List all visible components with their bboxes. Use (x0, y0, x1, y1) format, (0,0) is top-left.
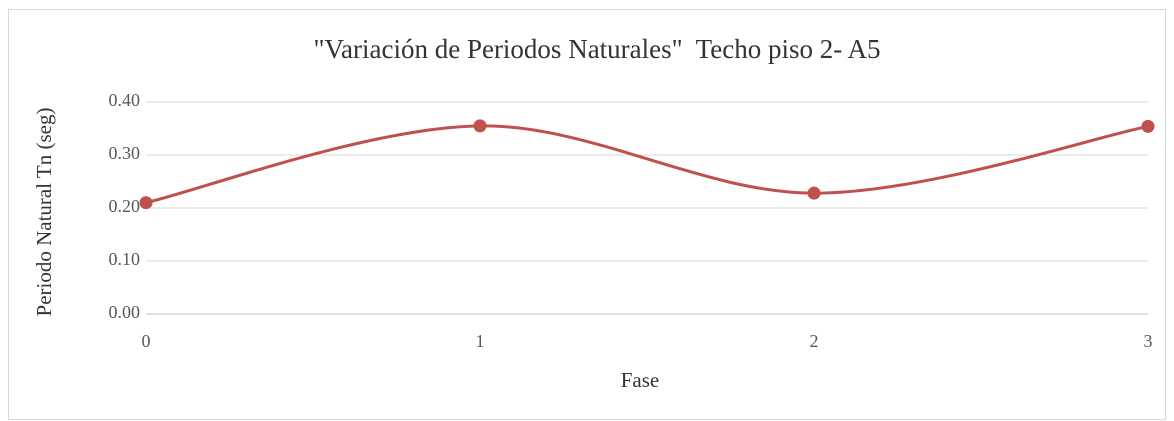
y-tick-label: 0.10 (109, 249, 141, 269)
y-tick-label: 0.40 (109, 90, 141, 110)
x-axis-title: Fase (621, 368, 660, 392)
data-point (807, 186, 821, 200)
chart-border (8, 9, 1166, 420)
data-point (139, 196, 153, 210)
y-tick-label: 0.00 (109, 302, 141, 322)
x-tick-label: 2 (810, 331, 819, 351)
x-tick-label: 1 (476, 331, 485, 351)
x-tick-label: 3 (1144, 331, 1153, 351)
y-axis-title: Periodo Natural Tn (seg) (32, 108, 56, 317)
data-point (1141, 119, 1155, 133)
x-tick-label: 0 (142, 331, 151, 351)
data-point (473, 119, 487, 133)
y-tick-label: 0.20 (109, 196, 141, 216)
chart-title: "Variación de Periodos Naturales" Techo … (313, 34, 880, 64)
y-tick-label: 0.30 (109, 143, 141, 163)
series-line (145, 124, 1149, 205)
